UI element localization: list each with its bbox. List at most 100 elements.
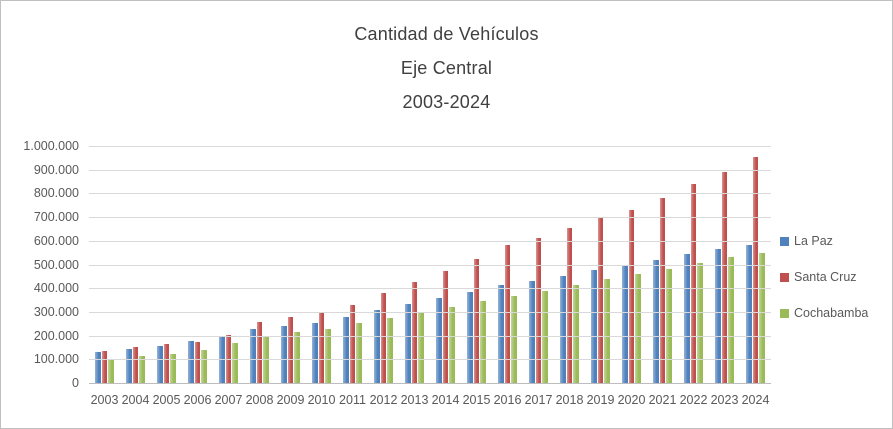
bar-santa-cruz-2013 bbox=[411, 281, 418, 383]
bar-cochabamba-2013 bbox=[418, 312, 424, 383]
x-axis-labels: 2003 2004 2005 2006 2007 2008 2009 2010 2011 2012… bbox=[89, 393, 771, 407]
bar-santa-cruz-2014 bbox=[442, 271, 449, 383]
bar-groups bbox=[89, 146, 771, 383]
bar-cochabamba-2021 bbox=[666, 268, 672, 383]
bar-santa-cruz-2003 bbox=[101, 351, 108, 383]
legend-label-cochabamba: Cochabamba bbox=[794, 306, 869, 320]
y-tick-label-0: 0 bbox=[72, 376, 79, 390]
year-group-2015 bbox=[461, 146, 492, 383]
x-tick-label-2023: 2023 bbox=[710, 393, 739, 407]
x-tick-label-2010: 2010 bbox=[307, 393, 336, 407]
legend-label-santa-cruz: Santa Cruz bbox=[794, 270, 857, 284]
bar-la-paz-2013 bbox=[405, 303, 411, 383]
bar-la-paz-2014 bbox=[436, 297, 442, 383]
y-tick-label-300.000: 300.000 bbox=[33, 304, 79, 319]
x-tick-label-2024: 2024 bbox=[741, 393, 770, 407]
cochabamba-swatch-icon bbox=[780, 308, 789, 318]
y-tick-label-600.000: 600.000 bbox=[33, 233, 79, 248]
legend-item-santa-cruz: Santa Cruz bbox=[780, 270, 868, 284]
x-tick-label-2016: 2016 bbox=[493, 393, 522, 407]
bar-la-paz-2012 bbox=[374, 310, 380, 383]
gridline-0 bbox=[89, 383, 771, 384]
chart-title-line-2: Eje Central bbox=[400, 58, 493, 78]
x-tick-label-2020: 2020 bbox=[617, 393, 646, 407]
year-group-2020 bbox=[616, 146, 647, 383]
bar-cochabamba-2012 bbox=[387, 317, 393, 383]
bar-la-paz-2003 bbox=[95, 351, 101, 383]
year-group-2012 bbox=[368, 146, 399, 383]
y-tick-label-700.000: 700.000 bbox=[33, 210, 79, 225]
bar-la-paz-2020 bbox=[622, 265, 628, 383]
bar-cochabamba-2014 bbox=[449, 307, 455, 383]
bar-cochabamba-2016 bbox=[511, 296, 517, 383]
bar-la-paz-2011 bbox=[343, 317, 349, 383]
legend-label-la-paz: La Paz bbox=[794, 234, 833, 248]
bar-cochabamba-2020 bbox=[635, 273, 641, 383]
bar-santa-cruz-2023 bbox=[721, 172, 728, 383]
bar-la-paz-2018 bbox=[560, 275, 566, 383]
bar-la-paz-2008 bbox=[250, 328, 256, 383]
x-tick-label-2011: 2011 bbox=[339, 393, 366, 407]
bar-cochabamba-2018 bbox=[573, 284, 579, 383]
bar-santa-cruz-2005 bbox=[163, 344, 170, 383]
year-group-2006 bbox=[182, 146, 213, 383]
gridline-400.000 bbox=[89, 288, 771, 290]
bar-santa-cruz-2010 bbox=[318, 312, 325, 383]
y-tick-label-500.000: 500.000 bbox=[33, 257, 79, 272]
bar-cochabamba-2003 bbox=[108, 359, 114, 383]
legend-item-la-paz: La Paz bbox=[780, 234, 868, 248]
year-group-2013 bbox=[399, 146, 430, 383]
la-paz-swatch-icon bbox=[780, 236, 789, 246]
x-tick-label-2006: 2006 bbox=[183, 393, 212, 407]
legend: La Paz Santa Cruz Cochabamba bbox=[780, 234, 868, 320]
x-tick-label-2022: 2022 bbox=[679, 393, 708, 407]
x-tick-label-2014: 2014 bbox=[431, 393, 460, 407]
bar-la-paz-2015 bbox=[467, 291, 473, 383]
x-tick-label-2012: 2012 bbox=[369, 393, 398, 407]
x-tick-label-2019: 2019 bbox=[586, 393, 615, 407]
year-group-2018 bbox=[554, 146, 585, 383]
x-tick-label-2003: 2003 bbox=[90, 393, 119, 407]
x-tick-label-2013: 2013 bbox=[400, 393, 429, 407]
year-group-2009 bbox=[275, 146, 306, 383]
x-tick-label-2004: 2004 bbox=[121, 393, 150, 407]
year-group-2003 bbox=[89, 146, 120, 383]
year-group-2022 bbox=[678, 146, 709, 383]
y-tick-label-400.000: 400.000 bbox=[33, 281, 79, 296]
chart-title: Cantidad de Vehículos Eje Central 2003-2… bbox=[1, 17, 892, 119]
bar-santa-cruz-2007 bbox=[225, 334, 232, 383]
bar-la-paz-2021 bbox=[653, 259, 659, 383]
x-tick-label-2009: 2009 bbox=[276, 393, 305, 407]
x-tick-label-2017: 2017 bbox=[524, 393, 553, 407]
bar-cochabamba-2023 bbox=[728, 257, 734, 383]
bar-cochabamba-2024 bbox=[759, 253, 765, 383]
legend-item-cochabamba: Cochabamba bbox=[780, 306, 868, 320]
x-tick-label-2007: 2007 bbox=[214, 393, 243, 407]
bar-cochabamba-2005 bbox=[170, 353, 176, 383]
bar-santa-cruz-2011 bbox=[349, 304, 356, 383]
year-group-2010 bbox=[306, 146, 337, 383]
bar-santa-cruz-2012 bbox=[380, 293, 387, 383]
bar-la-paz-2010 bbox=[312, 323, 318, 383]
bar-la-paz-2017 bbox=[529, 280, 535, 383]
year-group-2005 bbox=[151, 146, 182, 383]
y-tick-label-900.000: 900.000 bbox=[33, 162, 79, 177]
gridline-1.000.000 bbox=[89, 146, 771, 147]
bar-la-paz-2022 bbox=[684, 254, 690, 383]
x-tick-label-2015: 2015 bbox=[462, 393, 491, 407]
gridline-300.000 bbox=[89, 311, 771, 313]
x-tick-label-2005: 2005 bbox=[152, 393, 181, 407]
bar-santa-cruz-2021 bbox=[659, 198, 666, 383]
year-group-2004 bbox=[120, 146, 151, 383]
y-tick-label-1.000.000: 1.000.000 bbox=[23, 139, 79, 153]
bar-cochabamba-2009 bbox=[294, 332, 300, 383]
chart-title-line-3: 2003-2024 bbox=[402, 92, 491, 112]
bar-cochabamba-2010 bbox=[325, 328, 331, 383]
year-group-2011 bbox=[337, 146, 368, 383]
bar-la-paz-2006 bbox=[188, 340, 194, 383]
gridline-600.000 bbox=[89, 240, 771, 242]
plot-area bbox=[89, 146, 771, 384]
bar-santa-cruz-2015 bbox=[473, 259, 480, 383]
bar-cochabamba-2019 bbox=[604, 278, 610, 383]
year-group-2021 bbox=[647, 146, 678, 383]
